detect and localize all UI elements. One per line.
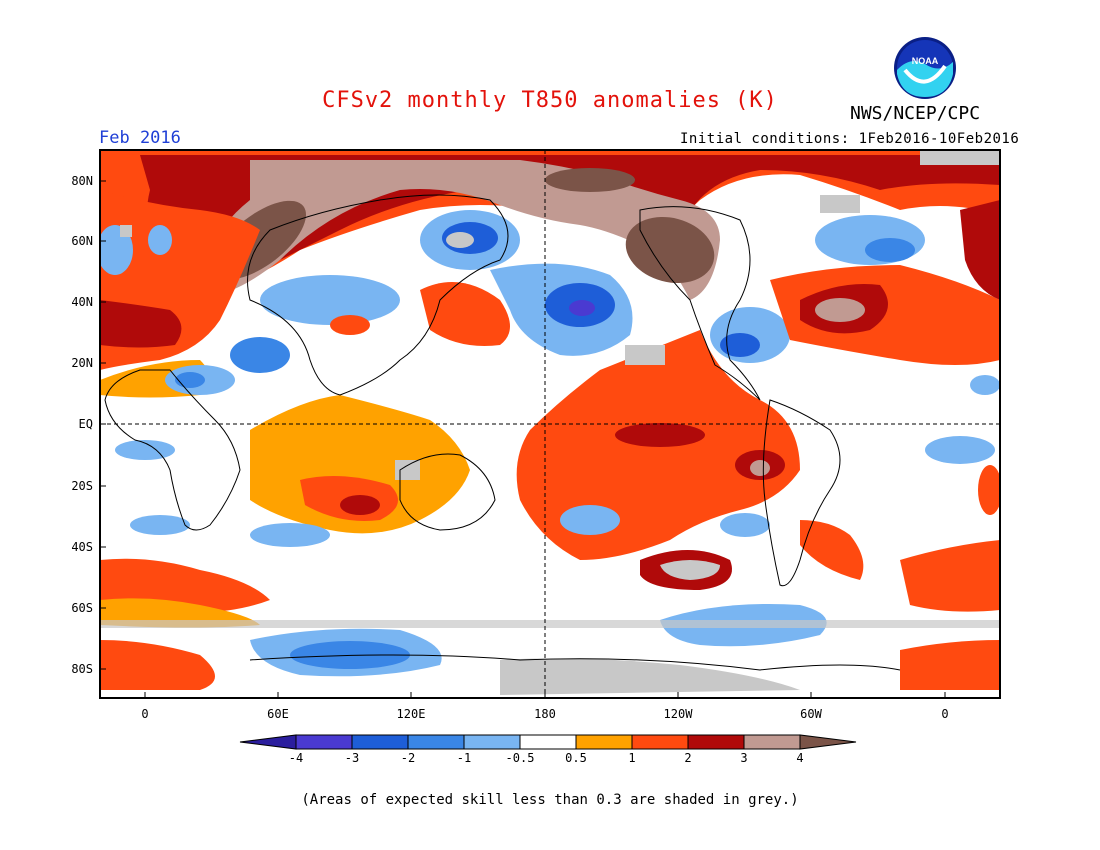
logo-text: NOAA xyxy=(912,56,939,66)
lat-label: 80S xyxy=(71,662,93,676)
lat-label: 60S xyxy=(71,601,93,615)
forecast-period: Feb 2016 xyxy=(99,128,181,148)
colorbar-tick-label: 0.5 xyxy=(565,751,587,765)
colorbar-tick-label: -0.5 xyxy=(506,751,535,765)
colorbar-tick-label: -4 xyxy=(289,751,303,765)
lat-label: 80N xyxy=(71,174,93,188)
lon-label: 180 xyxy=(534,707,556,721)
lat-label: 20N xyxy=(71,356,93,370)
colorbar-swatch xyxy=(295,734,353,750)
lon-label: 0 xyxy=(941,707,948,721)
lon-label: 120W xyxy=(664,707,694,721)
colorbar-tick-label: -3 xyxy=(345,751,359,765)
colorbar-swatch xyxy=(407,734,465,750)
lon-label: 60W xyxy=(800,707,822,721)
colorbar-swatch xyxy=(743,734,801,750)
lon-label: 60E xyxy=(267,707,289,721)
map-title: CFSv2 monthly T850 anomalies (K) xyxy=(322,88,778,113)
noaa-logo: NOAA xyxy=(894,37,956,99)
initial-conditions: Initial conditions: 1Feb2016-10Feb2016 xyxy=(680,131,1020,147)
colorbar-swatch xyxy=(575,734,633,750)
colorbar-swatch xyxy=(351,734,409,750)
lat-label: 40N xyxy=(71,295,93,309)
coastlines xyxy=(104,194,901,671)
colorbar-swatch xyxy=(687,734,745,750)
lon-label: 0 xyxy=(141,707,148,721)
colorbar-swatch xyxy=(519,734,577,750)
lat-label: EQ xyxy=(79,417,93,431)
colorbar-tick-label: -1 xyxy=(457,751,471,765)
colorbar-tick-label: 3 xyxy=(740,751,747,765)
colorbar-swatch xyxy=(463,734,521,750)
colorbar-swatch xyxy=(631,734,689,750)
lat-label: 20S xyxy=(71,479,93,493)
colorbar-tick-label: 2 xyxy=(684,751,691,765)
longitude-axis: 0 60E 120E 180 120W 60W 0 xyxy=(141,692,949,721)
lat-label: 60N xyxy=(71,234,93,248)
skill-note: (Areas of expected skill less than 0.3 a… xyxy=(301,792,799,808)
colorbar-tick-label: 4 xyxy=(796,751,803,765)
latitude-axis: 80N 60N 40N 20N EQ 20S 40S 60S 80S xyxy=(71,174,106,676)
lat-label: 40S xyxy=(71,540,93,554)
colorbar-tick-label: -2 xyxy=(401,751,415,765)
colorbar-arrow-high xyxy=(799,734,857,750)
agency-label: NWS/NCEP/CPC xyxy=(850,103,981,124)
lon-label: 120E xyxy=(397,707,426,721)
colorbar-tick-label: 1 xyxy=(628,751,635,765)
colorbar-arrow-low xyxy=(239,734,297,750)
colorbar: -4 -3 -2 -1 -0.5 0.5 1 2 3 4 xyxy=(239,734,857,765)
